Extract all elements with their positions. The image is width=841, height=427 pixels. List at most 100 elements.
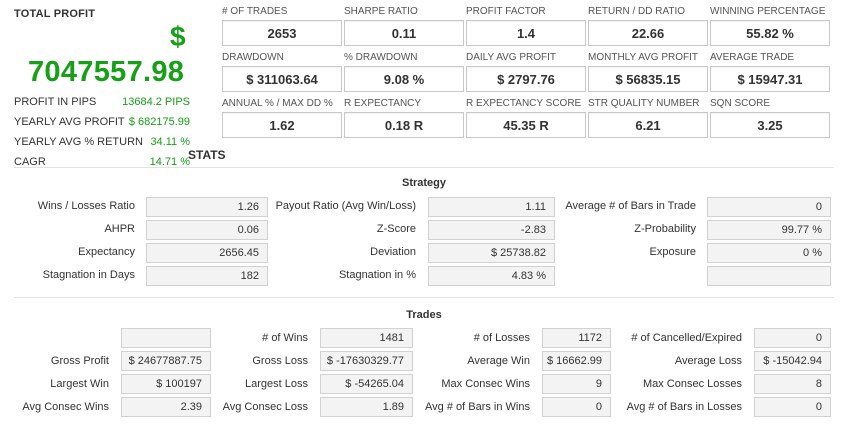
divider: [14, 167, 834, 168]
strategy-label: AHPR: [104, 223, 135, 235]
metric-winning-percentage: WINNING PERCENTAGE 55.82 %: [710, 6, 830, 46]
trades-label: Average Loss: [674, 355, 742, 367]
metric-num-trades: # OF TRADES 2653: [222, 6, 342, 46]
total-profit-value: 7047557.98: [28, 56, 185, 88]
metric-value: 2653: [222, 20, 342, 46]
metric-sharpe-ratio: SHARPE RATIO 0.11: [344, 6, 464, 46]
metric-label: % DRAWDOWN: [344, 52, 418, 63]
metric-label: PROFIT FACTOR: [466, 6, 546, 17]
metric-label: R EXPECTANCY SCORE: [466, 98, 582, 109]
strategy-value: 0 %: [707, 243, 831, 263]
trades-label: Avg # of Bars in Losses: [626, 401, 742, 413]
metric-value: 22.66: [588, 20, 708, 46]
metric-str-quality-number: STR QUALITY NUMBER 6.21: [588, 98, 708, 138]
summary-value: 14.71 %: [149, 156, 190, 168]
metric-label: DRAWDOWN: [222, 52, 284, 63]
trades-value: $ -54265.04: [320, 374, 413, 394]
metric-sqn-score: SQN SCORE 3.25: [710, 98, 830, 138]
trades-label: Avg # of Bars in Wins: [425, 401, 530, 413]
metric-monthly-avg-profit: MONTHLY AVG PROFIT $ 56835.15: [588, 52, 708, 92]
trades-label: Avg Consec Wins: [22, 401, 109, 413]
metric-r-expectancy-score: R EXPECTANCY SCORE 45.35 R: [466, 98, 586, 138]
trades-label: Gross Loss: [252, 355, 308, 367]
metric-value: $ 56835.15: [588, 66, 708, 92]
strategy-value: 2656.45: [146, 243, 268, 263]
summary-row-profit-in-pips: PROFIT IN PIPS 13684.2 PIPS: [14, 96, 190, 112]
metric-drawdown: DRAWDOWN $ 311063.64: [222, 52, 342, 92]
trades-value: 0: [542, 397, 611, 417]
trades-value: 0: [754, 397, 831, 417]
summary-value: 34.11 %: [150, 136, 190, 148]
summary-label: PROFIT IN PIPS: [14, 96, 97, 108]
trades-value: 2.39: [121, 397, 211, 417]
strategy-label: Stagnation in %: [338, 269, 416, 281]
metric-label: SQN SCORE: [710, 98, 771, 109]
strategy-value: 0.06: [146, 220, 268, 240]
metric-value: $ 15947.31: [710, 66, 830, 92]
strategy-label: Z-Score: [376, 223, 416, 235]
strategy-label: Expectancy: [78, 246, 135, 258]
trades-title: Trades: [406, 309, 442, 321]
trades-value: 1.89: [320, 397, 413, 417]
metric-value: 55.82 %: [710, 20, 830, 46]
metric-label: R EXPECTANCY: [344, 98, 422, 109]
trades-label: Largest Loss: [245, 378, 308, 390]
strategy-value: 99.77 %: [707, 220, 831, 240]
trades-value: 9: [542, 374, 611, 394]
metric-pct-drawdown: % DRAWDOWN 9.08 %: [344, 52, 464, 92]
trades-value: $ -15042.94: [754, 351, 831, 371]
currency-symbol: $: [170, 21, 186, 52]
trades-value: 0: [754, 328, 831, 348]
metric-profit-factor: PROFIT FACTOR 1.4: [466, 6, 586, 46]
strategy-value: $ 25738.82: [428, 243, 555, 263]
strategy-label: Z-Probability: [634, 223, 696, 235]
trades-value: $ 16662.99: [542, 351, 611, 371]
trades-label: Largest Win: [50, 378, 109, 390]
trades-label: Avg Consec Loss: [222, 401, 308, 413]
trades-value: 1172: [542, 328, 611, 348]
strategy-value: 182: [146, 266, 268, 286]
metric-average-trade: AVERAGE TRADE $ 15947.31: [710, 52, 830, 92]
summary-value: 13684.2 PIPS: [122, 96, 190, 108]
summary-row-cagr: CAGR 14.71 %: [14, 156, 190, 172]
trades-value: $ -17630329.77: [320, 351, 413, 371]
strategy-label: Stagnation in Days: [42, 269, 135, 281]
divider: [14, 297, 834, 298]
metric-label: AVERAGE TRADE: [710, 52, 795, 63]
trades-value-empty: [121, 328, 211, 348]
summary-label: YEARLY AVG PROFIT: [14, 116, 125, 128]
metric-value: 45.35 R: [466, 112, 586, 138]
strategy-label: Exposure: [649, 246, 696, 258]
strategy-label: Deviation: [370, 246, 416, 258]
metric-return-dd-ratio: RETURN / DD RATIO 22.66: [588, 6, 708, 46]
metric-value: 1.4: [466, 20, 586, 46]
strategy-title: Strategy: [401, 177, 447, 189]
trades-value: 8: [754, 374, 831, 394]
summary-label: YEARLY AVG % RETURN: [14, 136, 143, 148]
trades-label: # of Losses: [473, 332, 530, 344]
metric-label: STR QUALITY NUMBER: [588, 98, 700, 109]
metric-value: 1.62: [222, 112, 342, 138]
metric-value: $ 2797.76: [466, 66, 586, 92]
trades-value: $ 100197: [121, 374, 211, 394]
metric-label: RETURN / DD RATIO: [588, 6, 686, 17]
trades-label: Max Consec Wins: [441, 378, 530, 390]
summary-row-yearly-avg-profit: YEARLY AVG PROFIT $ 682175.99: [14, 116, 190, 132]
strategy-value-empty: [707, 266, 831, 286]
strategy-value: 0: [707, 197, 831, 217]
metric-label: MONTHLY AVG PROFIT: [588, 52, 699, 63]
strategy-label: Payout Ratio (Avg Win/Loss): [275, 200, 416, 212]
metric-value: $ 311063.64: [222, 66, 342, 92]
strategy-value: 4.83 %: [428, 266, 555, 286]
metric-label: DAILY AVG PROFIT: [466, 52, 557, 63]
summary-row-yearly-avg-return: YEARLY AVG % RETURN 34.11 %: [14, 136, 190, 152]
metric-value: 3.25: [710, 112, 830, 138]
strategy-value: 1.11: [428, 197, 555, 217]
metric-value: 0.11: [344, 20, 464, 46]
trades-label: Gross Profit: [50, 355, 109, 367]
strategy-label: Wins / Losses Ratio: [37, 200, 135, 212]
metric-daily-avg-profit: DAILY AVG PROFIT $ 2797.76: [466, 52, 586, 92]
trades-value: $ 24677887.75: [121, 351, 211, 371]
metric-label: ANNUAL % / MAX DD %: [222, 98, 333, 109]
metric-value: 0.18 R: [344, 112, 464, 138]
